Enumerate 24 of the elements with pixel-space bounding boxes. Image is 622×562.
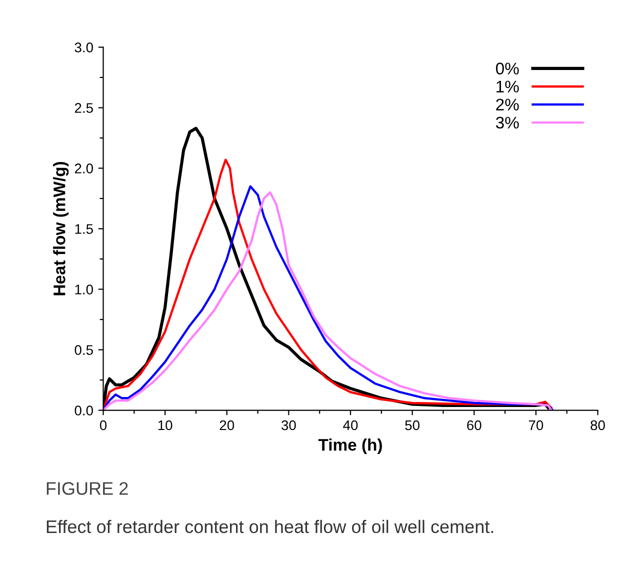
x-tick-label: 30 [281, 420, 296, 430]
x-tick-label: 60 [467, 420, 482, 430]
x-tick-label: 10 [158, 420, 172, 430]
legend-label: 1% [496, 80, 519, 92]
y-tick-label: 0.0 [74, 406, 93, 416]
legend-label: 3% [496, 116, 519, 129]
y-tick-label: 0.5 [74, 345, 93, 355]
y-tick-label: 1.0 [75, 284, 93, 294]
legend-label: 2% [496, 98, 519, 110]
y-tick-label: 3.0 [74, 42, 93, 52]
y-axis-title: Heat flow (mW/g) [53, 162, 69, 296]
x-tick-label: 50 [405, 420, 420, 430]
legend-label: 0% [496, 62, 519, 74]
x-tick-label: 20 [220, 420, 234, 430]
caption: FIGURE 2 [46, 482, 128, 495]
x-tick-label: 40 [343, 420, 358, 430]
y-tick-label: 1.5 [75, 224, 93, 234]
text: Effect of retarder content on heat flow of oil well cement. [46, 520, 494, 534]
x-axis-title: Time (h) [318, 438, 382, 454]
x-tick-label: 0 [100, 420, 107, 430]
x-tick-label: 70 [528, 420, 544, 430]
y-tick-label: 2.5 [74, 103, 93, 113]
y-tick-label: 2.0 [74, 164, 93, 174]
x-tick-label: 80 [590, 420, 605, 430]
